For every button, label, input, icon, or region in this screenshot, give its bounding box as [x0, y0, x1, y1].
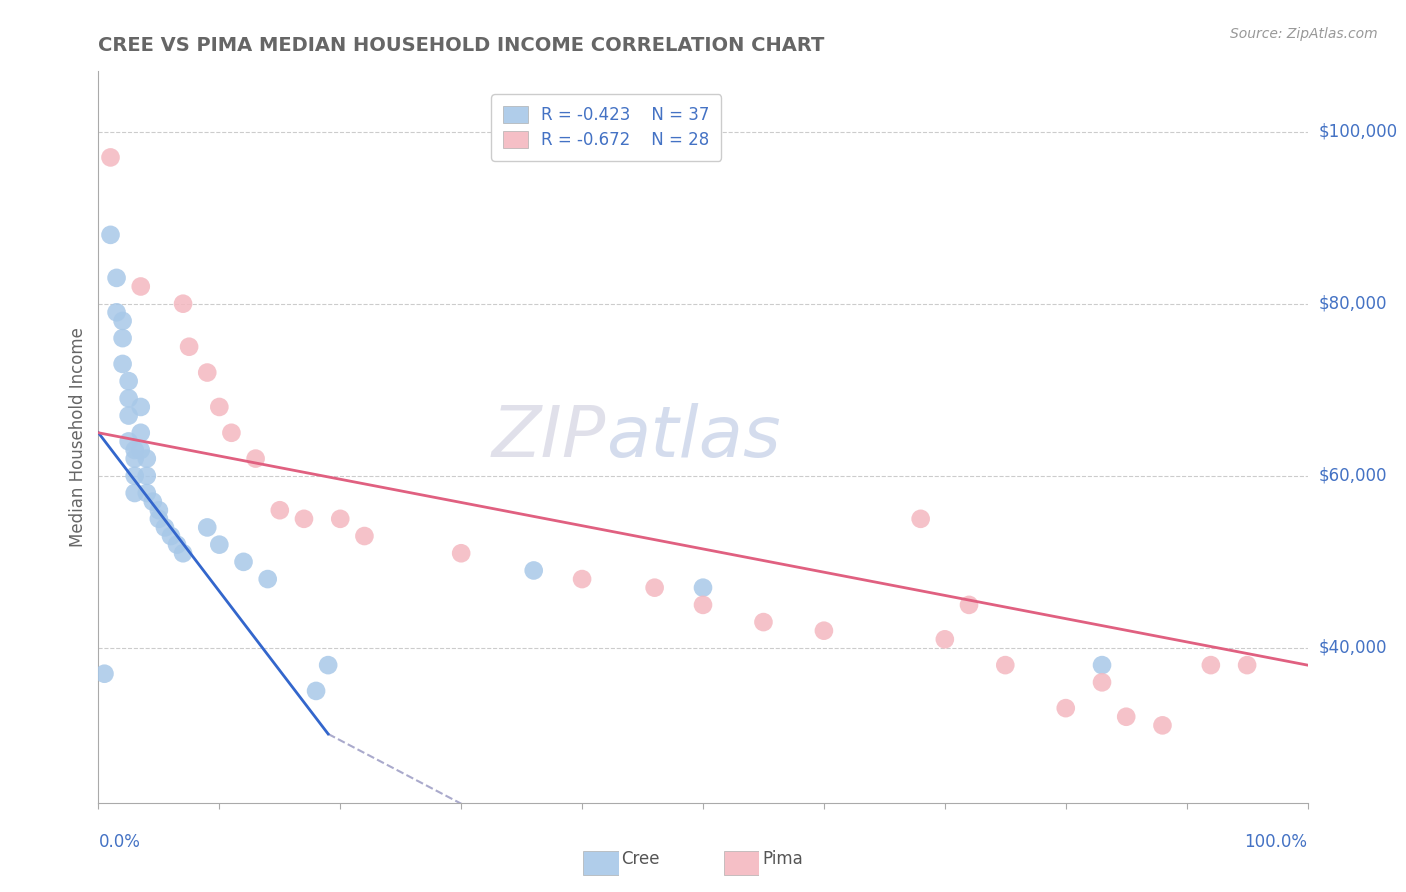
Point — [245, 451, 267, 466]
Text: ZIP: ZIP — [492, 402, 606, 472]
Text: $80,000: $80,000 — [1319, 294, 1388, 313]
Point — [135, 451, 157, 466]
Point — [118, 374, 141, 388]
Point — [195, 520, 218, 534]
Point — [129, 442, 152, 457]
Point — [129, 400, 152, 414]
Point — [118, 392, 141, 406]
Point — [957, 598, 980, 612]
Point — [111, 357, 134, 371]
Point — [111, 331, 134, 345]
Point — [571, 572, 593, 586]
Point — [124, 451, 146, 466]
Point — [1091, 658, 1114, 673]
Point — [232, 555, 254, 569]
Point — [100, 227, 122, 242]
Point — [172, 546, 194, 560]
Text: $100,000: $100,000 — [1319, 122, 1398, 141]
Point — [148, 503, 170, 517]
Point — [166, 538, 188, 552]
Point — [256, 572, 278, 586]
Point — [177, 340, 201, 354]
Point — [111, 314, 134, 328]
Point — [105, 271, 128, 285]
Point — [994, 658, 1017, 673]
Text: Source: ZipAtlas.com: Source: ZipAtlas.com — [1230, 27, 1378, 41]
Point — [195, 366, 218, 380]
Point — [118, 434, 141, 449]
Text: atlas: atlas — [606, 402, 780, 472]
Point — [1199, 658, 1222, 673]
Bar — [724, 851, 759, 876]
Point — [135, 468, 157, 483]
Point — [316, 658, 339, 673]
Point — [305, 684, 328, 698]
Text: 100.0%: 100.0% — [1244, 833, 1308, 851]
Text: $40,000: $40,000 — [1319, 639, 1388, 657]
Point — [160, 529, 183, 543]
Point — [172, 296, 194, 310]
Point — [692, 598, 714, 612]
Point — [124, 486, 146, 500]
Point — [124, 468, 146, 483]
Text: 0.0%: 0.0% — [98, 833, 141, 851]
Text: $60,000: $60,000 — [1319, 467, 1388, 485]
Point — [1115, 710, 1137, 724]
Point — [100, 150, 122, 164]
Point — [148, 512, 170, 526]
Point — [124, 442, 146, 457]
Point — [910, 512, 932, 526]
Point — [644, 581, 666, 595]
Point — [129, 279, 152, 293]
Point — [1152, 718, 1174, 732]
Point — [142, 494, 165, 508]
Text: CREE VS PIMA MEDIAN HOUSEHOLD INCOME CORRELATION CHART: CREE VS PIMA MEDIAN HOUSEHOLD INCOME COR… — [98, 36, 825, 54]
Point — [153, 520, 176, 534]
Point — [523, 564, 546, 578]
Point — [208, 400, 231, 414]
Point — [353, 529, 375, 543]
Text: Pima: Pima — [762, 850, 803, 868]
Point — [292, 512, 315, 526]
Point — [692, 581, 714, 595]
Point — [105, 305, 128, 319]
Point — [93, 666, 115, 681]
Y-axis label: Median Household Income: Median Household Income — [69, 327, 87, 547]
Point — [450, 546, 472, 560]
Point — [221, 425, 243, 440]
Point — [934, 632, 956, 647]
Point — [269, 503, 291, 517]
Point — [208, 538, 231, 552]
Point — [329, 512, 352, 526]
Point — [1091, 675, 1114, 690]
Text: Cree: Cree — [621, 850, 659, 868]
Point — [129, 425, 152, 440]
Legend: R = -0.423    N = 37, R = -0.672    N = 28: R = -0.423 N = 37, R = -0.672 N = 28 — [491, 95, 721, 161]
Point — [1236, 658, 1258, 673]
Point — [752, 615, 775, 629]
Point — [135, 486, 157, 500]
Point — [1054, 701, 1077, 715]
Point — [118, 409, 141, 423]
Point — [813, 624, 835, 638]
Bar — [583, 851, 619, 876]
